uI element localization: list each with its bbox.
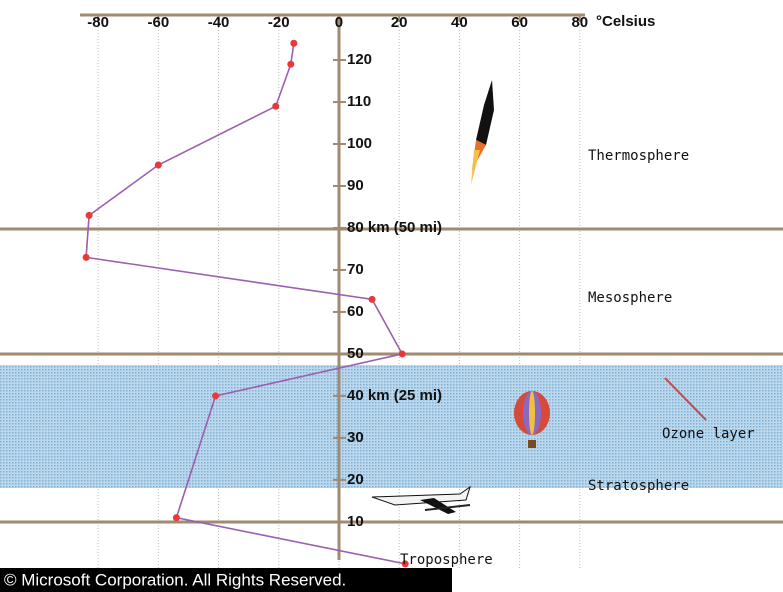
x-tick-label: -60 xyxy=(148,14,170,31)
y-tick-label: 110 xyxy=(347,93,371,110)
layer-label: Mesosphere xyxy=(588,290,672,306)
data-point xyxy=(155,162,162,169)
copyright: © Microsoft Corporation. All Rights Rese… xyxy=(4,570,346,589)
y-tick-label: 50 xyxy=(347,345,364,362)
plane-icon xyxy=(372,487,470,514)
data-point xyxy=(287,61,294,68)
y-tick-label: 100 xyxy=(347,135,372,152)
rocket-icon xyxy=(471,80,494,185)
layer-label: Stratosphere xyxy=(588,478,689,494)
y-tick-label: 30 xyxy=(347,429,364,446)
x-tick-label: 0 xyxy=(335,14,343,31)
data-point xyxy=(173,514,180,521)
layer-label: Troposphere xyxy=(400,552,493,568)
x-axis-label: °Celsius xyxy=(596,13,655,30)
y-tick-label: 120 xyxy=(347,51,372,68)
data-point xyxy=(212,392,219,399)
y-tick-label: 80 km (50 mi) xyxy=(347,219,442,236)
y-tick-label: 70 xyxy=(347,261,364,278)
data-point xyxy=(399,350,406,357)
layer-label: Thermosphere xyxy=(588,148,689,164)
y-tick-label: 90 xyxy=(347,177,364,194)
x-tick-label: 80 xyxy=(571,14,588,31)
y-tick-label: 20 xyxy=(347,471,364,488)
chart: -80 -60 -40 -20 0 20 40 60 80 10 20 30 40 km (25 mi)… xyxy=(0,0,783,592)
y-tick-label: 40 km (25 mi) xyxy=(347,387,442,404)
data-point xyxy=(83,254,90,261)
x-tick-label: 20 xyxy=(391,14,408,31)
y-tick-label: 60 xyxy=(347,303,364,320)
x-tick-label: -80 xyxy=(87,14,109,31)
x-tick-label: -40 xyxy=(208,14,230,31)
data-point xyxy=(272,103,279,110)
data-point xyxy=(86,212,93,219)
data-point xyxy=(369,296,376,303)
y-tick-label: 10 xyxy=(347,513,364,530)
x-tick-label: 60 xyxy=(511,14,528,31)
ozone-label: Ozone layer xyxy=(662,426,755,442)
x-tick-label: 40 xyxy=(451,14,468,31)
data-point xyxy=(290,40,297,47)
x-tick-label: -20 xyxy=(268,14,290,31)
